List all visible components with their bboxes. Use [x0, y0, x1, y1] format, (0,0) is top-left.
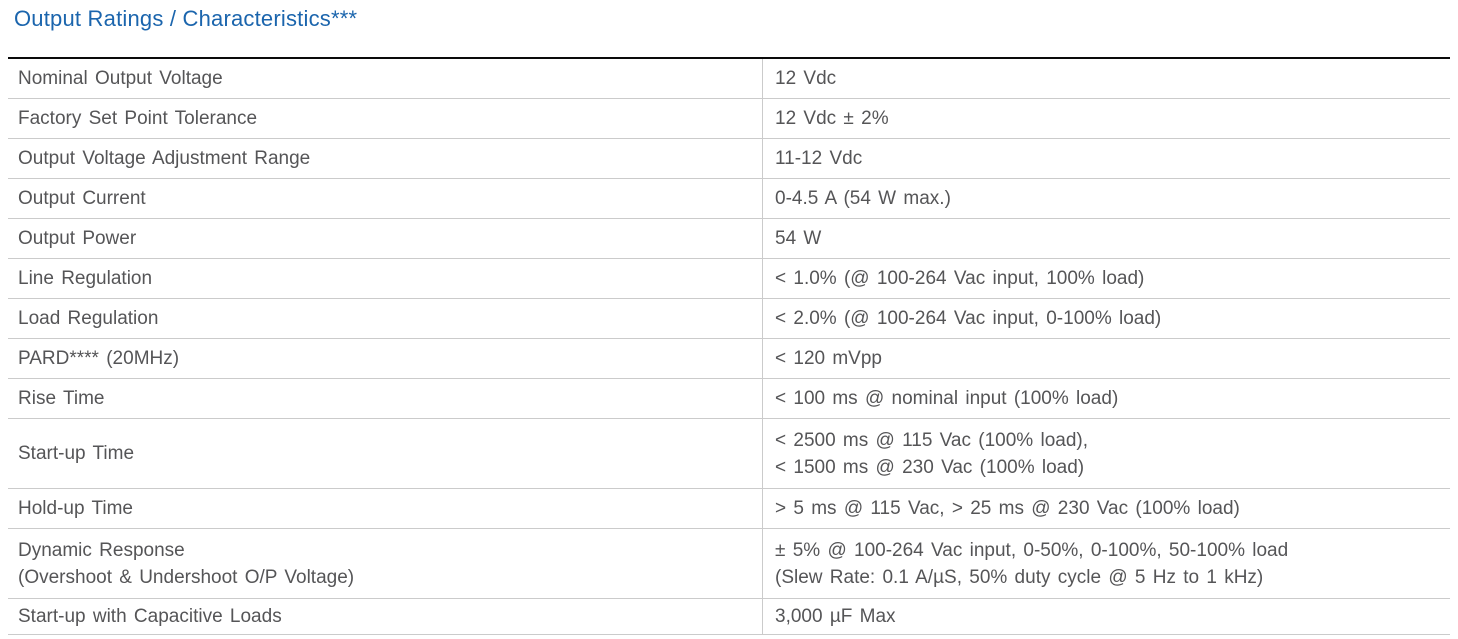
parameter-value-cell: < 120 mVpp [763, 345, 1450, 372]
parameter-name-cell: Output Power [8, 219, 763, 258]
parameter-name-cell-text: Output Voltage Adjustment Range [18, 148, 311, 169]
table-row: Line Regulation < 1.0% (@ 100-264 Vac inp… [8, 259, 1450, 299]
parameter-name-cell-text: Start-up with Capacitive Loads [18, 606, 282, 627]
parameter-name-cell-text: Nominal Output Voltage [18, 68, 223, 89]
table-row: Rise Time < 100 ms @ nominal input (100% … [8, 379, 1450, 419]
table-row: Start-up with Capacitive Loads 3,000 µF M… [8, 599, 1450, 635]
parameter-value-cell-text: 11-12 Vdc [775, 148, 863, 169]
output-ratings-table: Nominal Output Voltage 12 Vdc Factory Set … [8, 57, 1450, 635]
parameter-name-cell: PARD**** (20MHz) [8, 339, 763, 378]
parameter-name-cell: Dynamic Response (Overshoot & Undershoot … [8, 529, 763, 598]
parameter-name-cell: Start-up with Capacitive Loads [8, 599, 763, 634]
parameter-name-cell: Output Current [8, 179, 763, 218]
parameter-value-cell: ± 5% @ 100-264 Vac input, 0-50%, 0-100%,… [763, 537, 1450, 591]
parameter-value-cell-text: 54 W [775, 228, 822, 249]
parameter-name-cell: Hold-up Time [8, 489, 763, 528]
parameter-name-cell-text: Output Current [18, 188, 146, 209]
parameter-name-cell: Line Regulation [8, 259, 763, 298]
parameter-value-cell-text: 3,000 µF Max [775, 606, 896, 627]
parameter-value-cell-text: < 120 mVpp [775, 348, 882, 369]
parameter-value-cell-text: 0-4.5 A (54 W max.) [775, 188, 951, 209]
table-row: Dynamic Response (Overshoot & Undershoot … [8, 529, 1450, 599]
parameter-value-cell: 54 W [763, 225, 1450, 252]
parameter-value-cell: < 2.0% (@ 100-264 Vac input, 0-100% load… [763, 305, 1450, 332]
parameter-name-cell-text: (Overshoot & Undershoot O/P Voltage) [18, 566, 355, 588]
parameter-name-cell: Factory Set Point Tolerance [8, 99, 763, 138]
parameter-name-cell: Start-up Time [8, 419, 763, 488]
parameter-value-cell-text: < 2.0% (@ 100-264 Vac input, 0-100% load… [775, 308, 1162, 329]
parameter-name-cell-text: Dynamic Response [18, 539, 185, 561]
table-row: Hold-up Time > 5 ms @ 115 Vac, > 25 ms @ … [8, 489, 1450, 529]
parameter-name-cell-text: Load Regulation [18, 308, 159, 329]
table-row: Load Regulation < 2.0% (@ 100-264 Vac inp… [8, 299, 1450, 339]
parameter-value-cell-text: < 2500 ms @ 115 Vac (100% load), [775, 429, 1088, 451]
table-row: Nominal Output Voltage 12 Vdc [8, 59, 1450, 99]
parameter-name-cell: Rise Time [8, 379, 763, 418]
parameter-value-cell: < 100 ms @ nominal input (100% load) [763, 385, 1450, 412]
parameter-value-cell: > 5 ms @ 115 Vac, > 25 ms @ 230 Vac (100… [763, 495, 1450, 522]
parameter-value-cell: 11-12 Vdc [763, 145, 1450, 172]
parameter-value-cell-text: < 100 ms @ nominal input (100% load) [775, 388, 1119, 409]
parameter-name-cell-text: Line Regulation [18, 268, 153, 289]
table-row: Output Current 0-4.5 A (54 W max.) [8, 179, 1450, 219]
parameter-name-cell: Output Voltage Adjustment Range [8, 139, 763, 178]
parameter-value-cell: 12 Vdc [763, 65, 1450, 92]
parameter-value-cell-text: (Slew Rate: 0.1 A/µS, 50% duty cycle @ 5… [775, 566, 1264, 588]
parameter-name-cell-text: Hold-up Time [18, 498, 133, 519]
parameter-value-cell-text: 12 Vdc [775, 68, 837, 89]
parameter-value-cell-text: < 1500 ms @ 230 Vac (100% load) [775, 456, 1085, 478]
parameter-name-cell-text: PARD**** (20MHz) [18, 348, 180, 369]
parameter-name-cell-text: Start-up Time [18, 443, 135, 464]
parameter-value-cell-text: 12 Vdc ± 2% [775, 108, 889, 129]
parameter-value-cell: < 1.0% (@ 100-264 Vac input, 100% load) [763, 265, 1450, 292]
parameter-name-cell-text: Rise Time [18, 388, 105, 409]
parameter-name-cell: Nominal Output Voltage [8, 59, 763, 98]
parameter-name-cell-text: Output Power [18, 228, 137, 249]
parameter-value-cell: < 2500 ms @ 115 Vac (100% load), < 1500 m… [763, 427, 1450, 481]
parameter-name-cell-text: Factory Set Point Tolerance [18, 108, 258, 129]
parameter-value-cell: 12 Vdc ± 2% [763, 105, 1450, 132]
parameter-value-cell-text: < 1.0% (@ 100-264 Vac input, 100% load) [775, 268, 1145, 289]
parameter-value-cell: 3,000 µF Max [763, 603, 1450, 630]
parameter-value-cell-text: ± 5% @ 100-264 Vac input, 0-50%, 0-100%,… [775, 539, 1289, 561]
section-title: Output Ratings / Characteristics*** [14, 6, 358, 31]
table-row: PARD**** (20MHz) < 120 mVpp [8, 339, 1450, 379]
table-row: Factory Set Point Tolerance 12 Vdc ± 2% [8, 99, 1450, 139]
table-row: Start-up Time < 2500 ms @ 115 Vac (100% l… [8, 419, 1450, 489]
parameter-value-cell-text: > 5 ms @ 115 Vac, > 25 ms @ 230 Vac (100… [775, 498, 1240, 519]
parameter-name-cell: Load Regulation [8, 299, 763, 338]
table-row: Output Power 54 W [8, 219, 1450, 259]
table-row: Output Voltage Adjustment Range 11-12 Vdc [8, 139, 1450, 179]
parameter-value-cell: 0-4.5 A (54 W max.) [763, 185, 1450, 212]
